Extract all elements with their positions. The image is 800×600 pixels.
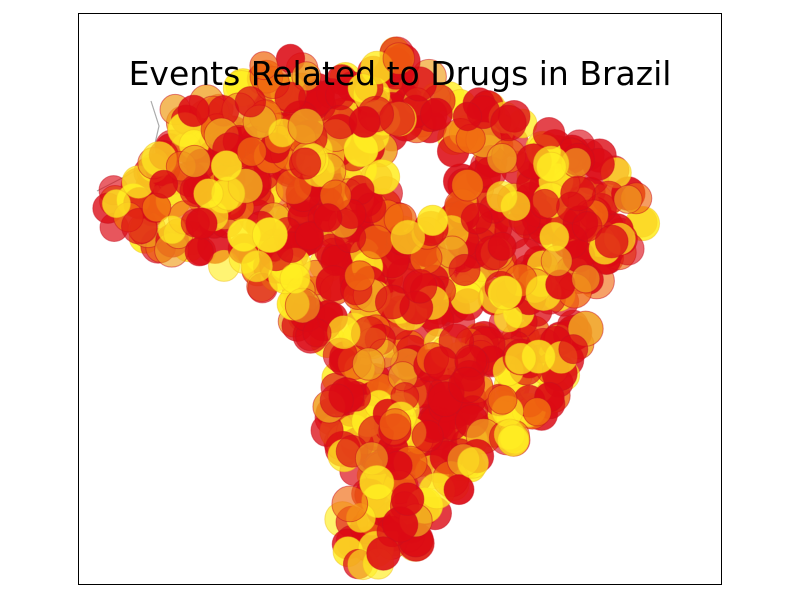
- event-marker: [279, 263, 311, 295]
- event-marker: [359, 465, 395, 501]
- event-marker: [504, 342, 537, 375]
- event-marker: [294, 221, 325, 251]
- event-marker: [348, 105, 381, 138]
- event-marker: [497, 424, 530, 457]
- event-marker: [450, 280, 484, 315]
- event-marker: [390, 482, 425, 517]
- event-marker: [326, 315, 361, 350]
- event-marker: [251, 217, 288, 253]
- event-marker: [382, 42, 416, 75]
- event-marker: [448, 366, 486, 404]
- event-marker: [522, 397, 552, 427]
- event-marker: [539, 221, 570, 252]
- event-marker: [331, 485, 369, 523]
- event-marker: [558, 334, 589, 365]
- event-marker: [236, 136, 267, 167]
- event-marker: [193, 178, 224, 209]
- event-marker: [613, 184, 643, 214]
- event-marker: [411, 419, 444, 453]
- map-frame: [78, 13, 722, 585]
- event-marker: [417, 204, 449, 237]
- event-marker: [352, 347, 386, 381]
- event-marker: [402, 268, 438, 304]
- event-marker: [274, 81, 307, 114]
- event-marker: [288, 147, 322, 180]
- event-marker: [594, 224, 629, 259]
- event-marker: [419, 97, 453, 131]
- event-marker: [451, 168, 484, 202]
- event-marker: [101, 189, 131, 219]
- event-marker: [571, 211, 603, 242]
- event-marker: [291, 61, 322, 92]
- event-marker: [487, 231, 517, 261]
- event-marker: [374, 284, 410, 320]
- event-marker: [452, 101, 483, 132]
- event-marker: [185, 207, 218, 240]
- event-marker: [366, 536, 401, 571]
- event-marker: [443, 474, 475, 506]
- event-marker: [571, 264, 601, 294]
- event-marker: [486, 180, 518, 213]
- event-marker: [344, 260, 376, 292]
- event-marker: [249, 51, 279, 81]
- event-marker: [210, 150, 243, 182]
- event-markers: [92, 36, 661, 581]
- event-marker: [487, 275, 523, 311]
- event-marker: [178, 144, 211, 178]
- event-marker: [490, 104, 527, 142]
- event-marker: [184, 237, 215, 267]
- event-marker: [234, 86, 267, 118]
- event-marker: [448, 253, 481, 287]
- event-marker: [287, 107, 325, 145]
- event-marker: [560, 175, 597, 212]
- event-marker: [177, 94, 210, 128]
- event-marker: [390, 219, 426, 255]
- event-marker: [149, 169, 179, 199]
- event-marker: [536, 151, 567, 183]
- event-marker: [313, 203, 343, 233]
- event-marker: [319, 383, 354, 418]
- event-marker: [240, 250, 273, 283]
- event-marker: [457, 446, 489, 479]
- event-marker: [378, 408, 412, 441]
- event-marker: [460, 202, 493, 235]
- event-marker: [401, 66, 437, 102]
- map-plot: [92, 36, 661, 581]
- event-marker: [486, 143, 518, 174]
- event-marker: [529, 188, 560, 220]
- event-marker: [302, 318, 332, 348]
- event-marker: [487, 384, 518, 415]
